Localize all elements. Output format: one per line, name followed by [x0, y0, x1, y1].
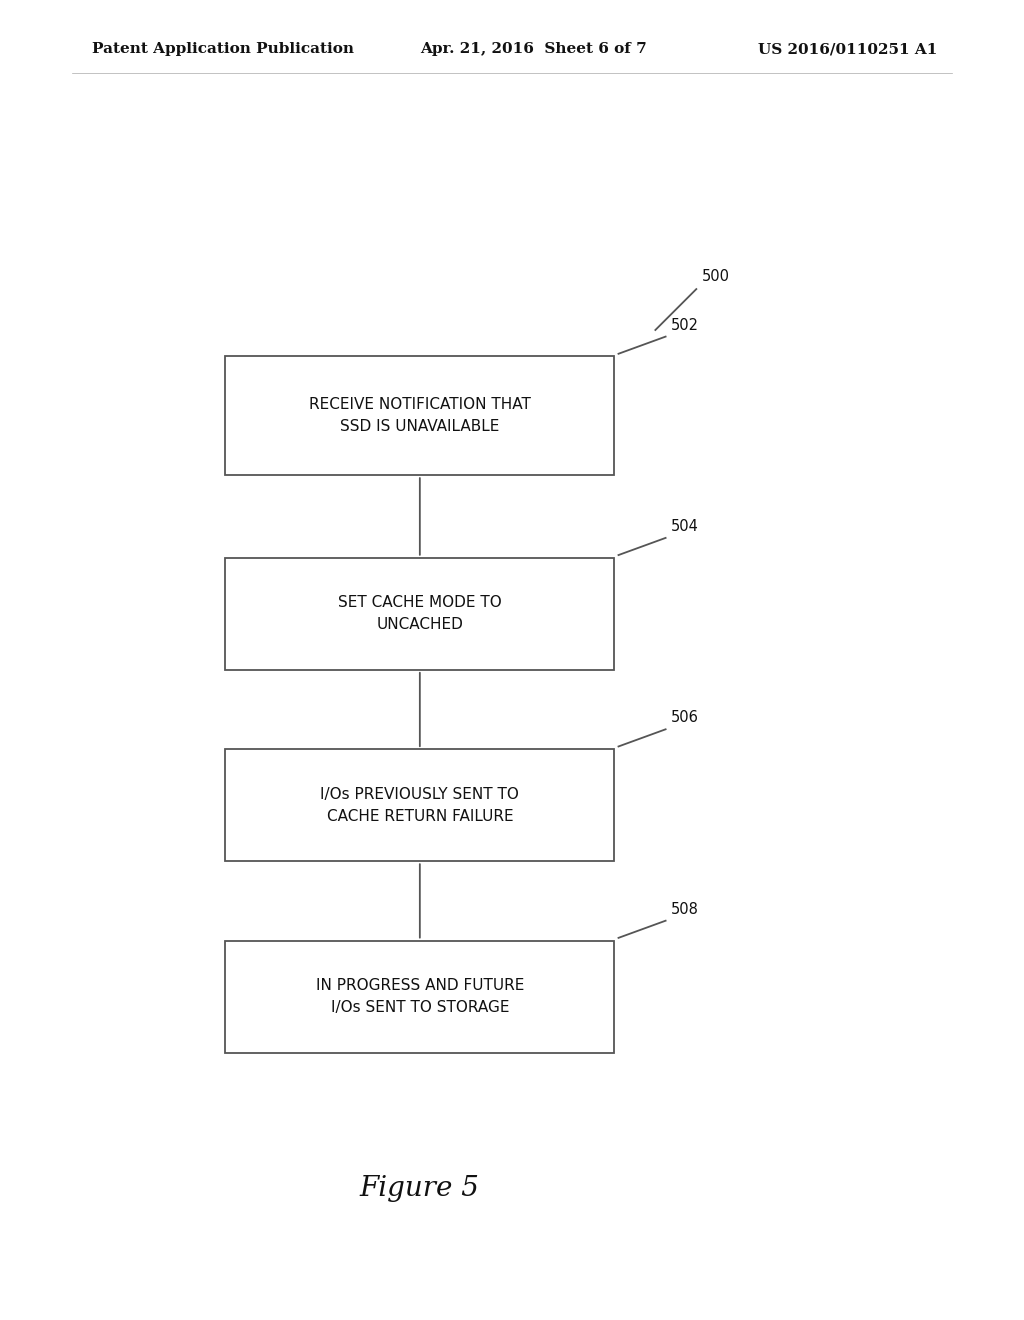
Text: Patent Application Publication: Patent Application Publication: [92, 42, 354, 57]
Bar: [225, 557, 614, 671]
Bar: [225, 356, 614, 475]
Text: US 2016/0110251 A1: US 2016/0110251 A1: [758, 42, 937, 57]
Bar: [225, 748, 614, 861]
Text: Apr. 21, 2016  Sheet 6 of 7: Apr. 21, 2016 Sheet 6 of 7: [420, 42, 646, 57]
Text: 508: 508: [671, 902, 698, 916]
Bar: [225, 940, 614, 1053]
Text: Figure 5: Figure 5: [359, 1175, 480, 1201]
Text: 502: 502: [671, 318, 698, 333]
Text: 500: 500: [701, 269, 729, 284]
Text: IN PROGRESS AND FUTURE
I/Os SENT TO STORAGE: IN PROGRESS AND FUTURE I/Os SENT TO STOR…: [315, 978, 524, 1015]
Text: SET CACHE MODE TO
UNCACHED: SET CACHE MODE TO UNCACHED: [338, 595, 502, 632]
Text: 506: 506: [671, 710, 698, 726]
Text: I/Os PREVIOUSLY SENT TO
CACHE RETURN FAILURE: I/Os PREVIOUSLY SENT TO CACHE RETURN FAI…: [321, 787, 519, 824]
Text: RECEIVE NOTIFICATION THAT
SSD IS UNAVAILABLE: RECEIVE NOTIFICATION THAT SSD IS UNAVAIL…: [309, 397, 530, 434]
Text: 504: 504: [671, 519, 698, 533]
